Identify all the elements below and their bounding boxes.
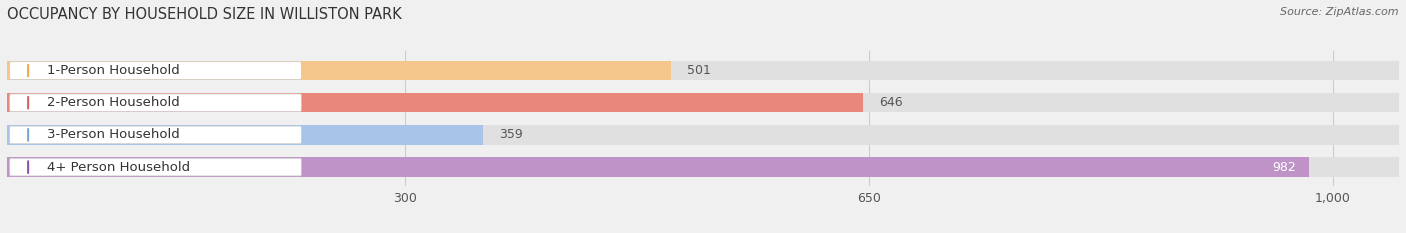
Bar [7,93,1399,112]
Bar [7,158,1399,177]
Text: 4+ Person Household: 4+ Person Household [46,161,190,174]
Text: 359: 359 [499,128,523,141]
FancyBboxPatch shape [10,158,301,176]
Text: Source: ZipAtlas.com: Source: ZipAtlas.com [1281,7,1399,17]
Bar [7,61,1399,80]
Text: 646: 646 [879,96,903,109]
Bar [7,158,1309,177]
Text: 982: 982 [1272,161,1295,174]
FancyBboxPatch shape [10,62,301,79]
Bar [7,125,482,144]
Text: 2-Person Household: 2-Person Household [46,96,180,109]
Bar [7,125,1399,144]
FancyBboxPatch shape [10,94,301,112]
Text: OCCUPANCY BY HOUSEHOLD SIZE IN WILLISTON PARK: OCCUPANCY BY HOUSEHOLD SIZE IN WILLISTON… [7,7,402,22]
Text: 1-Person Household: 1-Person Household [46,64,180,77]
Bar [7,61,671,80]
Text: 3-Person Household: 3-Person Household [46,128,180,141]
FancyBboxPatch shape [10,126,301,144]
Bar [7,93,863,112]
Text: 501: 501 [688,64,711,77]
